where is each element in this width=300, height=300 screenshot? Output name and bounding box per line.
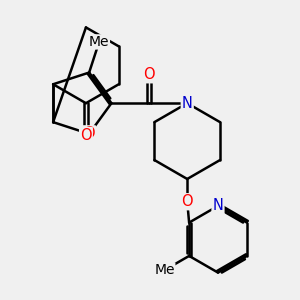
Text: N: N xyxy=(213,198,224,213)
Text: O: O xyxy=(80,128,92,143)
Text: N: N xyxy=(182,96,193,111)
Text: Me: Me xyxy=(89,35,110,49)
Text: O: O xyxy=(182,194,193,209)
Text: O: O xyxy=(83,126,95,141)
Text: Me: Me xyxy=(154,263,175,277)
Text: O: O xyxy=(143,67,155,82)
